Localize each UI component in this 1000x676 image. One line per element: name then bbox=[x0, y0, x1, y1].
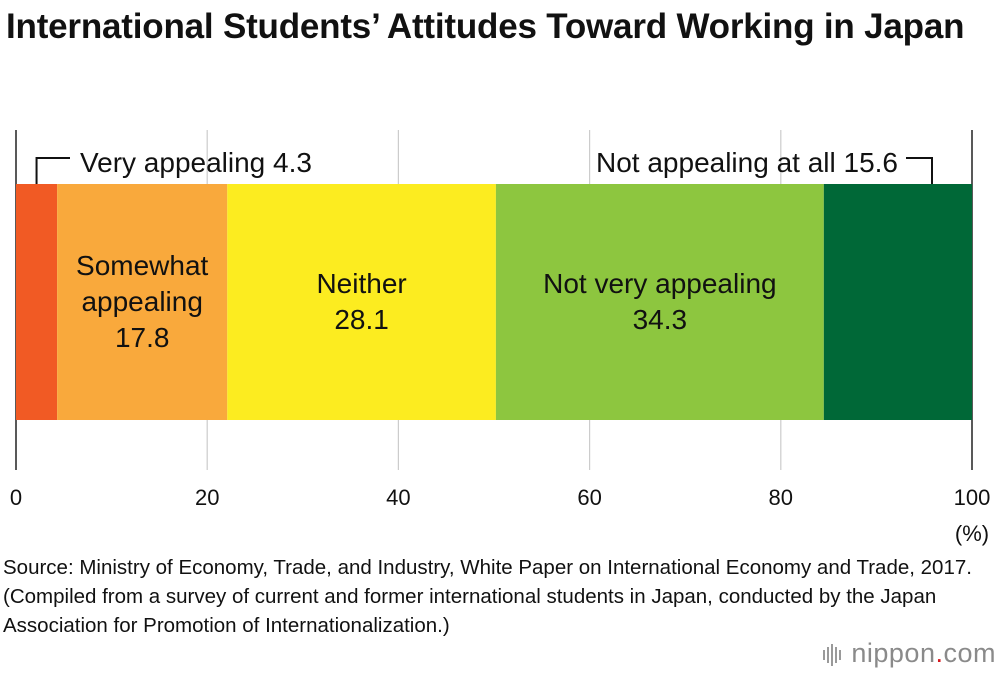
callout-label-not-appealing-at-all: Not appealing at all 15.6 bbox=[596, 147, 898, 178]
segment-labels: Somewhat appealing 17.8 Neither 28.1 Not very… bbox=[76, 250, 777, 353]
logo-text: nippon bbox=[851, 638, 936, 668]
callout-leader-left bbox=[35, 157, 70, 184]
segment-label: 34.3 bbox=[633, 304, 688, 335]
bar-segment-very-appealing bbox=[16, 184, 58, 420]
x-tick-label: 100 bbox=[954, 485, 991, 510]
logo-dot: . bbox=[935, 638, 944, 668]
segment-label: Neither bbox=[316, 268, 406, 299]
x-tick-label: 80 bbox=[769, 485, 793, 510]
segment-label: 28.1 bbox=[334, 304, 389, 335]
x-axis: 0 20 40 60 80 100 (%) bbox=[10, 485, 990, 546]
segment-label: 17.8 bbox=[115, 322, 170, 353]
segment-label: Not very appealing bbox=[543, 268, 776, 299]
callout-labels: Very appealing 4.3 Not appealing at all 1… bbox=[35, 147, 933, 184]
x-unit-label: (%) bbox=[955, 521, 989, 546]
x-tick-label: 60 bbox=[577, 485, 601, 510]
bar-segments bbox=[16, 184, 972, 420]
logo-tld: com bbox=[943, 638, 996, 668]
x-tick-label: 20 bbox=[195, 485, 219, 510]
chart-title: International Students’ Attitudes Toward… bbox=[6, 7, 965, 46]
bar-segment-not-appealing-at-all bbox=[823, 184, 972, 420]
bar-segment-not-very-appealing bbox=[495, 184, 824, 420]
bar-segment-somewhat-appealing bbox=[57, 184, 228, 420]
callout-leader-right bbox=[906, 157, 933, 184]
bar-segment-neither bbox=[227, 184, 496, 420]
x-tick-label: 0 bbox=[10, 485, 22, 510]
x-tick-label: 40 bbox=[386, 485, 410, 510]
segment-label: Somewhat bbox=[76, 250, 209, 281]
callout-label-very-appealing: Very appealing 4.3 bbox=[80, 147, 312, 178]
segment-label: appealing bbox=[81, 286, 202, 317]
logo-bars-icon bbox=[823, 638, 843, 669]
nippon-logo: nippon. com bbox=[823, 638, 996, 669]
source-note: Source: Ministry of Economy, Trade, and … bbox=[3, 556, 972, 637]
